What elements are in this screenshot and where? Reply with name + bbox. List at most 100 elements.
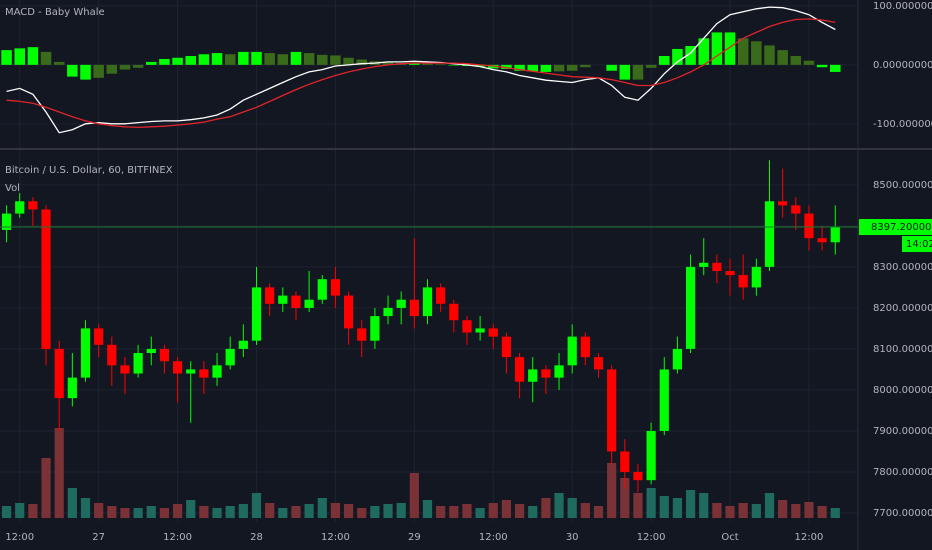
histogram-bar xyxy=(198,54,210,65)
candle-body xyxy=(54,348,64,399)
y-tick-label: 0.00000000 xyxy=(873,60,932,71)
histogram-bar xyxy=(53,61,65,65)
volume-bar xyxy=(146,506,156,518)
volume-bar xyxy=(54,428,64,518)
histogram-bar xyxy=(540,64,552,72)
volume-bar xyxy=(107,506,117,518)
x-tick-label: 12:00 xyxy=(321,532,350,543)
volume-bar xyxy=(699,493,709,518)
volume-bar xyxy=(212,508,222,518)
volume-bar xyxy=(554,493,564,518)
y-tick-label: 7800.00000000 xyxy=(873,467,932,478)
volume-bar xyxy=(514,504,525,518)
candle-body xyxy=(317,279,327,300)
histogram-bar xyxy=(645,64,657,68)
histogram-bar xyxy=(409,63,420,65)
candle-body xyxy=(764,201,775,267)
volume-bar xyxy=(633,493,643,518)
histogram-bar xyxy=(159,58,170,65)
histogram-bar xyxy=(211,53,223,65)
volume-bar xyxy=(343,504,354,518)
histogram-bar xyxy=(501,64,512,69)
histogram-bar xyxy=(93,64,104,78)
volume-bar xyxy=(541,498,551,518)
histogram-bar xyxy=(724,32,736,65)
axis-layer: 100.00000000 0.00000000 -100.00000000 8500.… xyxy=(5,1,932,543)
y-tick-label: -100.00000000 xyxy=(873,119,932,130)
histogram-bar xyxy=(474,64,486,67)
volume-bar xyxy=(462,504,472,518)
volume-bar xyxy=(646,488,656,518)
volume-label: Vol xyxy=(5,183,20,194)
histogram-bar xyxy=(448,64,460,66)
y-tick-label: 8500.00000000 xyxy=(873,180,932,191)
candle-body xyxy=(383,307,393,317)
volume-bar xyxy=(159,508,170,518)
histogram-bar xyxy=(277,54,289,65)
candle-body xyxy=(751,266,761,288)
candle-body xyxy=(462,320,472,333)
candle-body xyxy=(172,361,183,374)
volume-bar xyxy=(751,504,761,518)
x-tick-label: 12:00 xyxy=(795,532,824,543)
volume-bar xyxy=(830,508,840,518)
candle-body xyxy=(436,287,446,304)
candle-body xyxy=(817,238,827,243)
volume-bar xyxy=(449,506,459,518)
histogram-bar xyxy=(803,60,815,65)
volume-bar xyxy=(238,504,248,518)
histogram-bar xyxy=(356,59,367,65)
histogram-bar xyxy=(106,64,118,74)
volume-bar xyxy=(475,508,485,518)
volume-bar xyxy=(685,490,696,518)
histogram-bar xyxy=(172,57,183,65)
macd-title: MACD - Baby Whale xyxy=(5,7,105,18)
y-tick-label: 7900.00000000 xyxy=(873,426,932,437)
y-tick-label: 100.00000000 xyxy=(873,1,932,12)
volume-bar xyxy=(330,503,341,518)
candle-body xyxy=(225,348,235,366)
candle-body xyxy=(659,369,669,431)
macd-line xyxy=(6,18,836,129)
volume-bar xyxy=(357,508,367,518)
candle-body xyxy=(80,328,91,378)
histogram-bar xyxy=(606,64,617,71)
volume-bar xyxy=(172,504,183,518)
plot-layer xyxy=(0,6,858,518)
candle-body xyxy=(449,303,459,321)
volume-bar xyxy=(120,508,130,518)
candle-body xyxy=(67,377,77,399)
candle-body xyxy=(120,365,130,374)
volume-bar xyxy=(791,504,801,518)
last-price-box xyxy=(859,219,932,236)
candle-body xyxy=(712,262,722,271)
candle-body xyxy=(28,201,38,210)
volume-bar xyxy=(1,506,12,518)
volume-bar xyxy=(725,506,735,518)
volume-bar xyxy=(672,498,683,518)
histogram-bar xyxy=(80,64,91,80)
x-tick-label: 12:00 xyxy=(637,532,666,543)
grid-layer xyxy=(0,0,858,522)
histogram-bar xyxy=(185,56,196,65)
x-tick-label: Oct xyxy=(721,532,738,543)
x-tick-label: 30 xyxy=(566,532,579,543)
y-tick-label: 8100.00000000 xyxy=(873,344,932,355)
volume-bar xyxy=(225,506,235,518)
candle-body xyxy=(699,262,709,267)
histogram-bar xyxy=(698,38,709,65)
y-tick-label: 8200.00000000 xyxy=(873,303,932,314)
candle-body xyxy=(633,471,643,481)
histogram-bar xyxy=(290,51,302,65)
candle-body xyxy=(15,201,25,214)
candle-body xyxy=(514,357,525,382)
candle-body xyxy=(330,279,341,296)
histogram-bar xyxy=(619,64,631,80)
macd-line xyxy=(6,6,836,134)
candle-body xyxy=(146,348,156,354)
histogram-bar xyxy=(317,54,328,65)
histogram-bar xyxy=(659,56,670,65)
histogram-bar xyxy=(14,48,25,65)
candle-body xyxy=(133,353,143,374)
histogram-bar xyxy=(751,41,762,65)
